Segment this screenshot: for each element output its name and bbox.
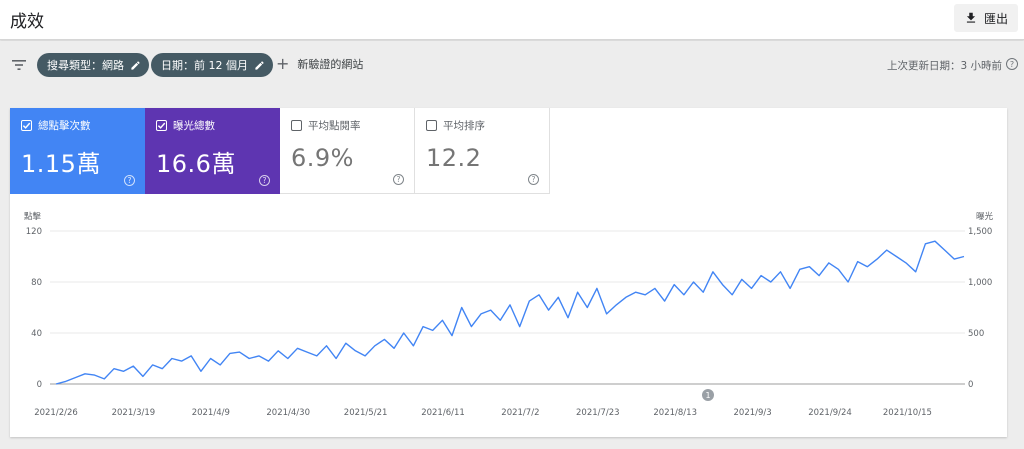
x-tick-label: 2021/6/11 [421, 408, 465, 418]
edit-icon [255, 60, 264, 70]
x-axis-ticks: 2021/2/26 2021/3/19 2021/4/9 2021/4/30 2021/… [34, 408, 932, 418]
x-tick-label: 2021/8/13 [653, 408, 697, 418]
right-tick-label: 1,500 [968, 227, 992, 237]
annotation-label: 1 [705, 391, 710, 400]
left-axis-ticks: 120 80 40 0 [26, 227, 42, 390]
metric-average-ctr[interactable]: 平均點閱率 6.9% ? [280, 108, 415, 194]
x-tick-label: 2021/9/3 [734, 408, 772, 418]
annotation-marker[interactable]: 1 [702, 389, 714, 401]
checkbox-checked-icon[interactable] [21, 120, 32, 131]
page-title: 成效 [10, 12, 44, 32]
metric-total-clicks[interactable]: 總點擊次數 1.15萬 ? [10, 108, 145, 194]
metric-label: 總點擊次數 [38, 120, 91, 132]
x-tick-label: 2021/2/26 [34, 408, 78, 418]
last-updated-text: 上次更新日期：3 小時前 [886, 60, 1002, 72]
metric-label: 平均排序 [443, 120, 485, 132]
left-tick-label: 0 [37, 380, 42, 390]
metric-total-impressions[interactable]: 曝光總數 16.6萬 ? [145, 108, 280, 194]
search-type-chip[interactable]: 搜尋類型：網路 [37, 53, 149, 77]
right-axis-label: 曝光 [976, 211, 994, 222]
chart-lines [55, 240, 965, 385]
metric-label: 曝光總數 [173, 120, 215, 132]
x-tick-label: 2021/3/19 [112, 408, 156, 418]
left-axis-label: 點擊 [24, 211, 42, 222]
right-tick-label: 0 [968, 380, 973, 390]
date-chip[interactable]: 日期：前 12 個月 [151, 53, 273, 77]
left-tick-label: 80 [31, 278, 42, 288]
x-tick-label: 2021/4/30 [266, 408, 310, 418]
metric-value: 6.9% [291, 144, 354, 172]
help-icon[interactable]: ? [124, 175, 135, 186]
add-filter-label: 新驗證的網站 [297, 58, 364, 71]
export-label: 匯出 [983, 11, 1008, 26]
filter-bar: 搜尋類型：網路 日期：前 12 個月 + 新驗證的網站 上次更新日期：3 小時前… [0, 41, 1024, 89]
checkbox-unchecked-icon[interactable] [291, 120, 302, 131]
right-axis-ticks: 1,500 1,000 500 0 [968, 227, 992, 390]
chart-grid [50, 230, 965, 385]
metric-value: 1.15萬 [21, 150, 101, 178]
x-tick-label: 2021/4/9 [192, 408, 230, 418]
chip-label: 日期：前 12 個月 [161, 59, 248, 72]
right-tick-label: 500 [968, 329, 984, 339]
x-tick-label: 2021/7/23 [576, 408, 620, 418]
download-icon [966, 12, 976, 23]
checkbox-checked-icon[interactable] [156, 120, 167, 131]
edit-icon [131, 60, 140, 70]
top-bar: 成效 匯出 [0, 0, 1024, 40]
performance-card: 總點擊次數 1.15萬 ? 曝光總數 16.6萬 ? 平均點閱率 6.9% ? … [10, 108, 1007, 437]
metric-average-position[interactable]: 平均排序 12.2 ? [415, 108, 550, 194]
metric-value: 12.2 [426, 144, 482, 172]
series-line [55, 240, 965, 385]
left-tick-label: 120 [26, 227, 42, 237]
x-tick-label: 2021/7/2 [501, 408, 539, 418]
export-button[interactable]: 匯出 [954, 4, 1018, 32]
help-icon[interactable]: ? [259, 175, 270, 186]
x-tick-label: 2021/5/21 [344, 408, 388, 418]
checkbox-unchecked-icon[interactable] [426, 120, 437, 131]
filter-icon[interactable] [12, 59, 26, 71]
chip-label: 搜尋類型：網路 [47, 59, 124, 72]
metric-value: 16.6萬 [156, 150, 236, 178]
help-icon[interactable]: ? [393, 174, 404, 185]
x-tick-label: 2021/9/24 [808, 408, 852, 418]
metric-label: 平均點閱率 [308, 120, 361, 132]
x-tick-label: 2021/10/15 [883, 408, 932, 418]
help-icon[interactable]: ? [1006, 58, 1018, 70]
left-tick-label: 40 [31, 329, 42, 339]
right-tick-label: 1,000 [968, 278, 992, 288]
help-icon[interactable]: ? [528, 174, 539, 185]
add-filter-button[interactable]: + 新驗證的網站 [276, 56, 363, 72]
plus-icon: + [276, 54, 290, 73]
